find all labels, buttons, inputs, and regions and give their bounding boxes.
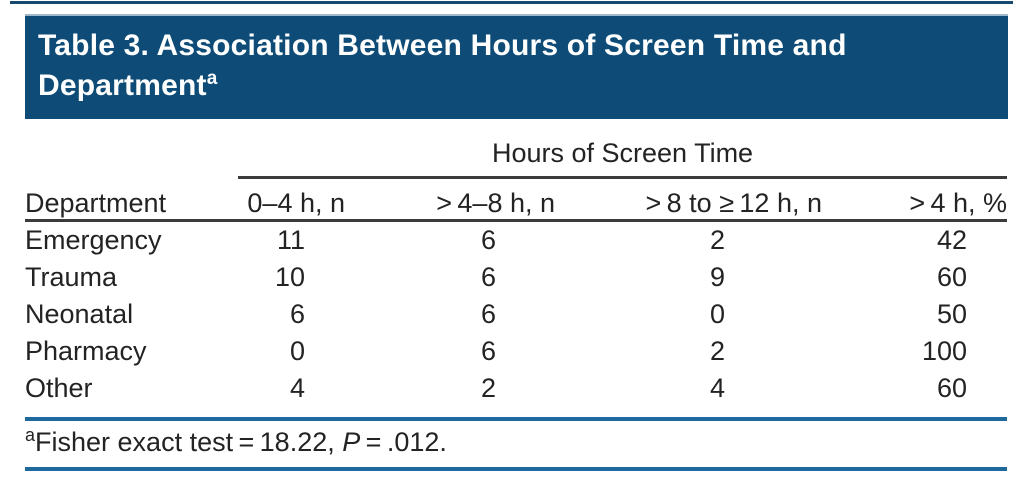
table-title-bar: Table 3. Association Between Hours of Sc… [25,14,1008,119]
table-title-line2-text: Department [38,69,207,102]
cell-value: 11 [276,225,305,255]
column-header-department: Department [25,177,238,222]
footnote-p-label: P [342,427,361,457]
footnote-marker: a [25,425,36,445]
column-group-header: Hours of Screen Time [238,125,1008,179]
table-figure: Table 3. Association Between Hours of Sc… [0,1,1023,471]
column-header-8-12h: > 8 to ≥ 12 h, n [560,177,822,222]
column-header-row: Department 0–4 h, n > 4–8 h, n > 8 to ≥ … [25,177,1008,222]
cell-value: 50 [937,299,968,329]
cell-value: 9 [709,262,725,292]
column-header-0-4h: 0–4 h, n [238,177,347,222]
cell-value: 60 [937,262,968,292]
cell-value: 6 [289,299,305,329]
spanner-spacer-cell [25,125,238,178]
cell-value: 42 [937,225,968,255]
cell-value: 10 [274,262,305,292]
row-label-trauma: Trauma [25,262,118,292]
cell-value: 6 [480,299,496,329]
cell-value: 6 [480,225,496,255]
top-rule [10,1,1013,4]
footnote-text: Fisher exact test = 18.22, [35,427,343,457]
row-label-emergency: Emergency [25,225,162,255]
cell-value: 2 [709,225,725,255]
cell-value: 6 [480,336,496,366]
cell-value: 4 [289,373,305,403]
cell-value: 2 [480,373,496,403]
cell-value: 6 [480,262,496,292]
column-header-over4h-pct: > 4 h, % [822,177,1008,222]
cell-value: 4 [709,373,725,403]
row-label-other: Other [25,373,93,403]
cell-value: 100 [921,336,968,366]
table-title-line1: Table 3. Association Between Hours of Sc… [38,29,847,62]
spanner-row: Hours of Screen Time [25,125,1008,179]
table-row: Emergency 11 6 2 42 [25,221,1007,260]
table-row: Other 4 2 4 60 [25,370,1007,407]
row-label-neonatal: Neonatal [25,299,134,329]
table-row: Pharmacy 0 6 2 100 [25,333,1007,370]
screen-time-table: Hours of Screen Time Department 0–4 h, n… [25,125,1008,407]
table-title-line2: Departmenta [38,66,992,106]
cell-value: 0 [709,299,725,329]
title-footnote-marker: a [206,68,218,89]
table-footnote: aFisher exact test = 18.22, P = .012. [25,426,1007,459]
table-row: Trauma 10 6 9 60 [25,259,1007,296]
column-header-4-8h: > 4–8 h, n [347,177,560,222]
row-label-pharmacy: Pharmacy [25,336,147,366]
footnote-p-value: = .012. [360,427,447,457]
cell-value: 0 [289,336,305,366]
footnote-block: aFisher exact test = 18.22, P = .012. [25,417,1007,471]
cell-value: 2 [709,336,725,366]
cell-value: 60 [937,373,968,403]
table-row: Neonatal 6 6 0 50 [25,296,1007,333]
